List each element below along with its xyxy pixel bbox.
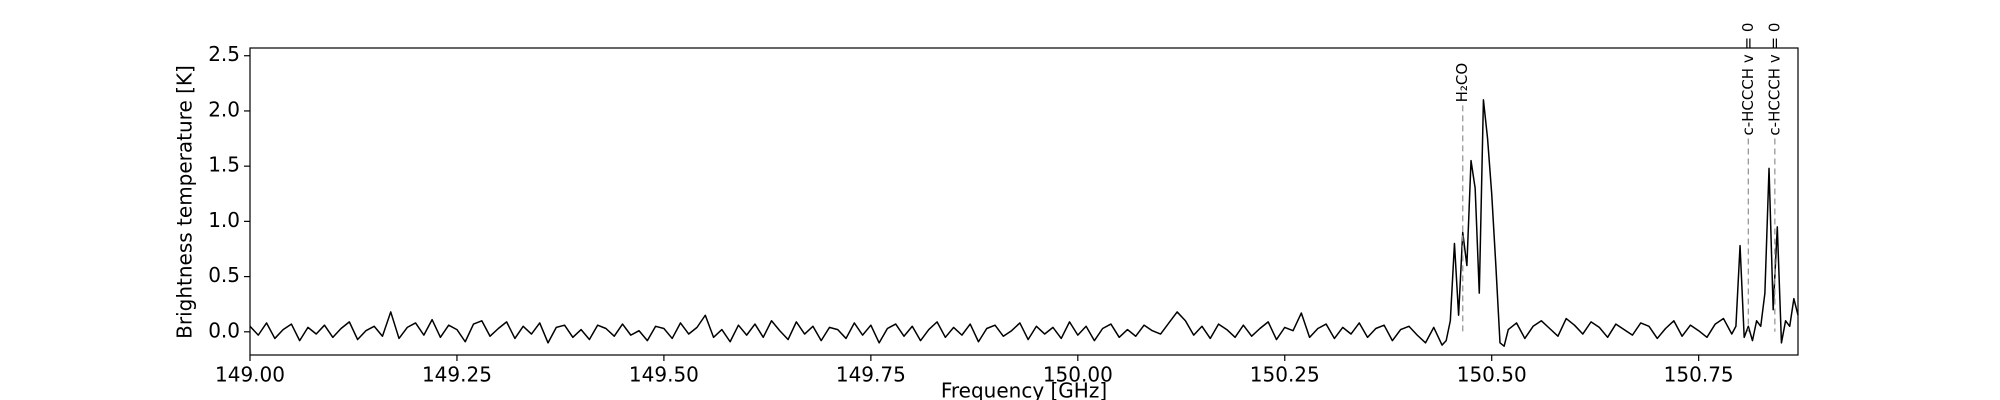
x-tick-label: 150.50 [1457,363,1527,387]
y-tick-label: 2.0 [208,97,240,121]
annotation-label: c-HCCCH v = 0 [1765,23,1783,136]
x-tick-label: 149.00 [215,363,285,387]
y-axis-label: Brightness temperature [K] [173,65,197,339]
annotation-label: H₂CO [1453,63,1471,103]
y-tick-label: 0.5 [208,263,240,287]
x-tick-label: 150.75 [1664,363,1734,387]
x-tick-label: 150.25 [1250,363,1320,387]
y-tick-label: 1.5 [208,153,240,177]
x-tick-label: 149.50 [629,363,699,387]
plot-frame [249,47,1799,356]
x-tick-label: 149.25 [422,363,492,387]
spectrum-line [249,99,1799,347]
x-tick-label: 150.00 [1043,363,1113,387]
y-tick-label: 1.0 [208,208,240,232]
y-tick-label: 2.5 [208,42,240,66]
annotation-label: c-HCCCH v = 0 [1739,23,1757,136]
x-axis-label: Frequency [GHz] [941,379,1107,400]
x-tick-label: 149.75 [836,363,906,387]
y-tick-label: 0.0 [208,318,240,342]
